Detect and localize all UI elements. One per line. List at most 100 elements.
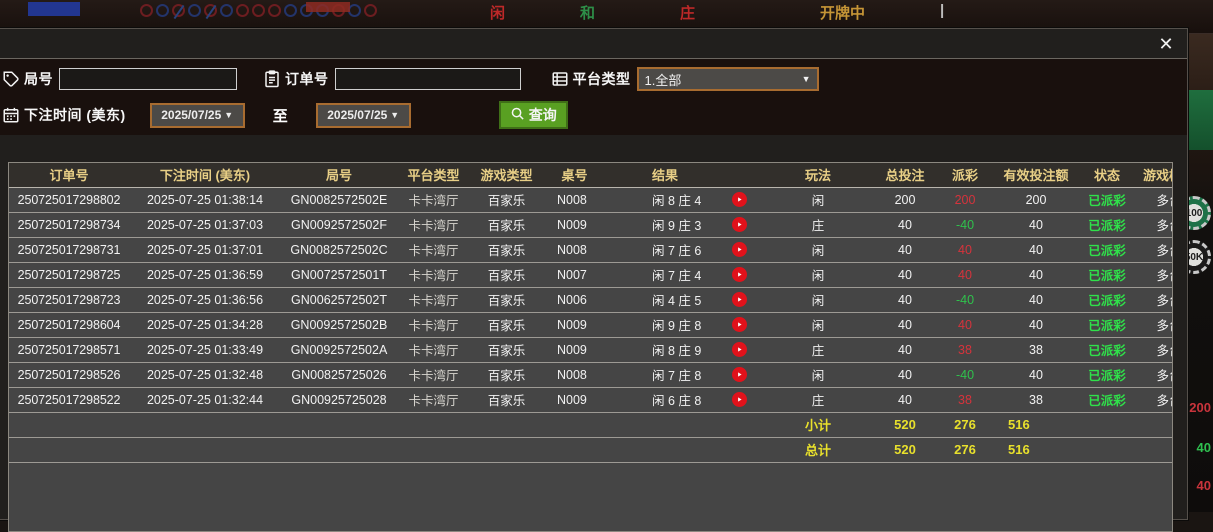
date-from-picker[interactable]: 2025/07/25 ▼ bbox=[150, 103, 245, 128]
col-table-no[interactable]: 桌号 bbox=[543, 163, 606, 187]
cell-blank bbox=[1078, 412, 1136, 437]
col-play[interactable]: 玩法 bbox=[762, 163, 874, 187]
bead-marker bbox=[156, 4, 169, 17]
cell-order-no: 250725017298522 bbox=[9, 387, 129, 412]
date-to-picker[interactable]: 2025/07/25 ▼ bbox=[316, 103, 411, 128]
bet-records-table[interactable]: 订单号 下注时间 (美东) 局号 平台类型 游戏类型 桌号 结果 玩法 总投注 … bbox=[8, 162, 1173, 532]
replay-button[interactable] bbox=[732, 367, 747, 382]
col-payout[interactable]: 派彩 bbox=[936, 163, 994, 187]
replay-button[interactable] bbox=[732, 242, 747, 257]
cell-valid-bet: 38 bbox=[994, 337, 1078, 362]
replay-button[interactable] bbox=[732, 217, 747, 232]
cell-platform: 卡卡湾厅 bbox=[397, 262, 470, 287]
cell-mode: 多台 bbox=[1136, 212, 1173, 237]
cell-table-no: N009 bbox=[543, 387, 606, 412]
cell-blank bbox=[543, 412, 606, 437]
cell-table-no: N006 bbox=[543, 287, 606, 312]
status-badge: 已派彩 bbox=[1078, 262, 1136, 287]
cell-blank bbox=[606, 412, 716, 437]
filter-order-no: 订单号 bbox=[253, 68, 521, 90]
cell-replay[interactable] bbox=[716, 237, 762, 262]
cell-blank bbox=[543, 437, 606, 462]
tag-icon bbox=[2, 70, 20, 88]
cell-round-no: GN0082572502E bbox=[281, 187, 397, 212]
cell-replay[interactable] bbox=[716, 212, 762, 237]
cell-replay[interactable] bbox=[716, 262, 762, 287]
cell-platform: 卡卡湾厅 bbox=[397, 312, 470, 337]
filter-row-1: 局号 订单号 bbox=[0, 67, 819, 91]
replay-button[interactable] bbox=[732, 342, 747, 357]
cell-replay[interactable] bbox=[716, 287, 762, 312]
cell-mode: 多台 bbox=[1136, 362, 1173, 387]
col-order-no[interactable]: 订单号 bbox=[9, 163, 129, 187]
list-icon bbox=[551, 70, 569, 88]
cell-result: 闲 9 庄 3 bbox=[606, 212, 716, 237]
col-mode[interactable]: 游戏模式 bbox=[1136, 163, 1173, 187]
cell-summary-total-bet: 520 bbox=[874, 437, 936, 462]
cell-bet-time: 2025-07-25 01:32:48 bbox=[129, 362, 281, 387]
chevron-down-icon: ▼ bbox=[390, 111, 399, 120]
close-icon[interactable]: ✕ bbox=[1153, 31, 1179, 57]
cell-replay[interactable] bbox=[716, 312, 762, 337]
cell-order-no: 250725017298802 bbox=[9, 187, 129, 212]
cell-payout: 200 bbox=[936, 187, 994, 212]
bet-history-dialog: ✕ 局号 bbox=[0, 28, 1188, 520]
cell-mode: 多台 bbox=[1136, 187, 1173, 212]
col-status[interactable]: 状态 bbox=[1078, 163, 1136, 187]
cell-table-no: N009 bbox=[543, 337, 606, 362]
cell-game-type: 百家乐 bbox=[470, 312, 543, 337]
cell-bet-time: 2025-07-25 01:37:01 bbox=[129, 237, 281, 262]
cell-replay[interactable] bbox=[716, 337, 762, 362]
cell-platform: 卡卡湾厅 bbox=[397, 387, 470, 412]
platform-type-value: 1.全部 bbox=[645, 70, 682, 89]
cell-replay[interactable] bbox=[716, 362, 762, 387]
cell-play: 闲 bbox=[762, 262, 874, 287]
col-bet-time[interactable]: 下注时间 (美东) bbox=[129, 163, 281, 187]
replay-button[interactable] bbox=[732, 392, 747, 407]
order-no-input[interactable] bbox=[335, 68, 521, 90]
col-total-bet[interactable]: 总投注 bbox=[874, 163, 936, 187]
replay-button[interactable] bbox=[732, 317, 747, 332]
cell-round-no: GN0072572501T bbox=[281, 262, 397, 287]
cell-play: 庄 bbox=[762, 337, 874, 362]
replay-button[interactable] bbox=[732, 267, 747, 282]
bead-marker bbox=[188, 4, 201, 17]
cell-platform: 卡卡湾厅 bbox=[397, 337, 470, 362]
col-result[interactable]: 结果 bbox=[606, 163, 716, 187]
cell-order-no: 250725017298734 bbox=[9, 212, 129, 237]
game-amount: 40 bbox=[1197, 478, 1211, 493]
platform-type-select[interactable]: 1.全部 ▼ bbox=[637, 67, 819, 91]
col-valid-bet[interactable]: 有效投注额 bbox=[994, 163, 1078, 187]
col-platform[interactable]: 平台类型 bbox=[397, 163, 470, 187]
col-game-type[interactable]: 游戏类型 bbox=[470, 163, 543, 187]
status-badge: 已派彩 bbox=[1078, 237, 1136, 262]
cell-replay[interactable] bbox=[716, 187, 762, 212]
game-label-text: 和 bbox=[580, 2, 595, 23]
cell-blank bbox=[716, 437, 762, 462]
search-button[interactable]: 查询 bbox=[499, 101, 568, 129]
replay-button[interactable] bbox=[732, 192, 747, 207]
round-no-input[interactable] bbox=[59, 68, 237, 90]
cell-total-bet: 40 bbox=[874, 387, 936, 412]
cell-table-no: N008 bbox=[543, 362, 606, 387]
bead-marker bbox=[140, 4, 153, 17]
chevron-down-icon: ▼ bbox=[224, 111, 233, 120]
cell-blank bbox=[606, 437, 716, 462]
cell-blank bbox=[281, 437, 397, 462]
cell-replay[interactable] bbox=[716, 387, 762, 412]
cell-valid-bet: 40 bbox=[994, 312, 1078, 337]
cell-game-type: 百家乐 bbox=[470, 237, 543, 262]
cell-platform: 卡卡湾厅 bbox=[397, 362, 470, 387]
replay-button[interactable] bbox=[732, 292, 747, 307]
col-round-no[interactable]: 局号 bbox=[281, 163, 397, 187]
cell-table-no: N009 bbox=[543, 212, 606, 237]
